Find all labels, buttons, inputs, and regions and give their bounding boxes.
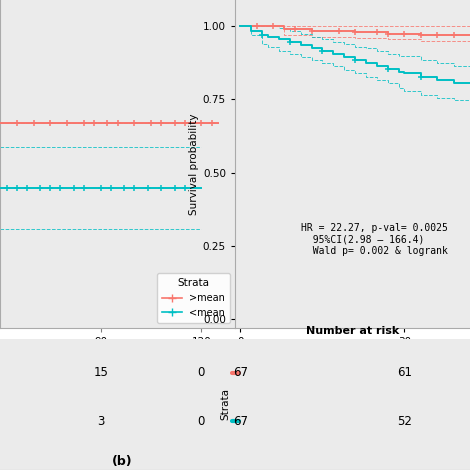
Point xyxy=(97,185,104,192)
Point xyxy=(450,31,457,39)
Text: HR = 22.27, p-val= 0.0025
  95%CI(2.98 – 166.4)
  Wald p= 0.002 & logrank: HR = 22.27, p-val= 0.0025 95%CI(2.98 – 1… xyxy=(301,223,447,256)
Point xyxy=(3,185,10,192)
Point xyxy=(107,185,115,192)
Point xyxy=(13,119,21,126)
Point xyxy=(157,119,165,126)
Point xyxy=(269,23,277,30)
Point xyxy=(308,27,315,34)
Point xyxy=(335,27,343,34)
Point xyxy=(120,185,128,192)
Point xyxy=(433,31,441,39)
Text: 3: 3 xyxy=(97,415,104,428)
Point xyxy=(63,119,71,126)
Point xyxy=(373,28,381,36)
Point xyxy=(104,119,111,126)
Text: 15: 15 xyxy=(93,366,108,379)
Point xyxy=(352,28,359,36)
Point xyxy=(13,185,21,192)
Point xyxy=(208,119,215,126)
Point xyxy=(384,30,392,38)
Text: 0: 0 xyxy=(198,415,205,428)
Point xyxy=(253,23,261,30)
Y-axis label: Strata: Strata xyxy=(221,389,231,421)
Text: (b): (b) xyxy=(112,455,133,468)
Point xyxy=(171,185,178,192)
Point xyxy=(198,119,205,126)
Point xyxy=(90,119,98,126)
Point xyxy=(47,185,54,192)
Point xyxy=(157,185,165,192)
Point xyxy=(23,185,31,192)
Point xyxy=(319,47,326,55)
Point xyxy=(417,31,424,39)
Point xyxy=(131,185,138,192)
Point xyxy=(37,185,44,192)
Point xyxy=(181,119,188,126)
Point xyxy=(286,39,293,46)
Point xyxy=(384,65,392,72)
Point xyxy=(417,74,424,81)
Point xyxy=(352,56,359,64)
Point xyxy=(147,119,155,126)
Point xyxy=(144,185,151,192)
Point xyxy=(131,119,138,126)
Point xyxy=(291,25,299,33)
Point xyxy=(400,30,408,38)
Text: 67: 67 xyxy=(233,366,248,379)
Y-axis label: Survival probability: Survival probability xyxy=(188,113,199,214)
Point xyxy=(30,119,37,126)
Text: 52: 52 xyxy=(397,415,412,428)
Text: 0: 0 xyxy=(198,366,205,379)
Point xyxy=(114,119,121,126)
Point xyxy=(258,31,266,39)
Text: 67: 67 xyxy=(233,415,248,428)
Point xyxy=(57,185,64,192)
Point xyxy=(80,185,88,192)
Point xyxy=(171,119,178,126)
Legend: >mean, <mean: >mean, <mean xyxy=(157,273,230,323)
Point xyxy=(181,185,188,192)
Text: months: months xyxy=(98,354,137,364)
Point xyxy=(47,119,54,126)
Text: Number at risk: Number at risk xyxy=(306,326,399,337)
Point xyxy=(70,185,78,192)
Point xyxy=(80,119,88,126)
Text: 61: 61 xyxy=(397,366,412,379)
